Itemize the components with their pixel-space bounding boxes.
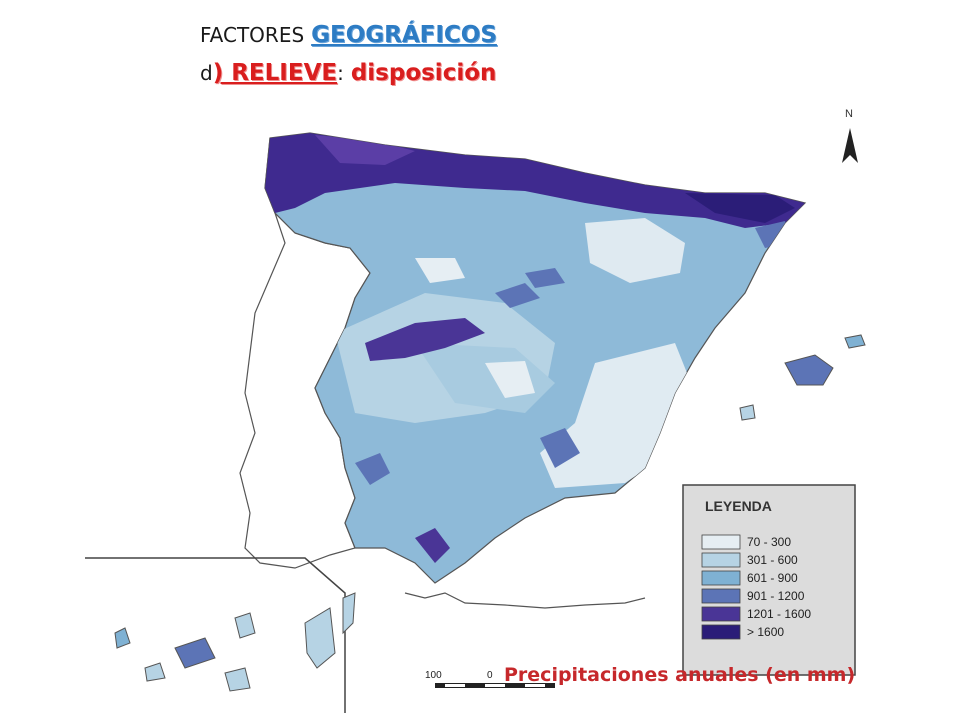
legend-swatch [701, 552, 741, 568]
north-arrow-icon: N [842, 108, 858, 163]
legend-label: > 1600 [747, 625, 784, 639]
title-highlight-geograficos: GEOGRÁFICOS [311, 22, 497, 48]
legend-title: LEYENDA [705, 498, 772, 514]
legend-label: 1201 - 1600 [747, 607, 811, 621]
scale-label-left: 100 [425, 670, 442, 681]
title-prefix: FACTORES [200, 23, 305, 47]
subtitle-relieve: ) RELIEVE [212, 60, 338, 86]
canary-island-2 [144, 662, 166, 682]
canary-island-4 [224, 667, 251, 692]
legend-swatch [701, 606, 741, 622]
canary-inset-frame [85, 557, 346, 713]
canary-island-6 [342, 592, 356, 635]
island-menorca [844, 334, 866, 349]
canary-island-3 [174, 637, 216, 669]
legend-label: 601 - 900 [747, 571, 798, 585]
canary-island-5 [304, 607, 336, 669]
scale-label-zero: 0 [487, 670, 493, 681]
subtitle-separator: : [337, 61, 344, 85]
canary-island-7 [234, 612, 256, 639]
legend-swatch [701, 588, 741, 604]
africa-coast [404, 592, 646, 609]
legend-label: 70 - 300 [747, 535, 791, 549]
subtitle-disposicion: disposición [350, 60, 497, 86]
north-label: N [845, 108, 853, 120]
slide-title-line2: d) RELIEVE: disposición [200, 60, 496, 86]
legend-swatch [701, 534, 741, 550]
map-legend: LEYENDA 70 - 300 301 - 600 601 - 900 901 - … [682, 484, 856, 676]
island-ibiza [739, 404, 756, 421]
island-mallorca [784, 354, 834, 386]
map-caption: Precipitaciones anuales (en mm) [504, 664, 856, 686]
scale-bar: 100 0 [425, 670, 555, 688]
legend-swatch [701, 624, 741, 640]
slide-title-line1: FACTORES GEOGRÁFICOS [200, 22, 497, 48]
legend-label: 901 - 1200 [747, 589, 805, 603]
legend-swatch [701, 570, 741, 586]
precipitation-map: N LEYENDA 70 - 300 301 - 600 601 - 900 901 … [85, 108, 866, 713]
subtitle-prefix: d [200, 61, 213, 85]
canary-island-1 [114, 627, 131, 649]
legend-label: 301 - 600 [747, 553, 798, 567]
